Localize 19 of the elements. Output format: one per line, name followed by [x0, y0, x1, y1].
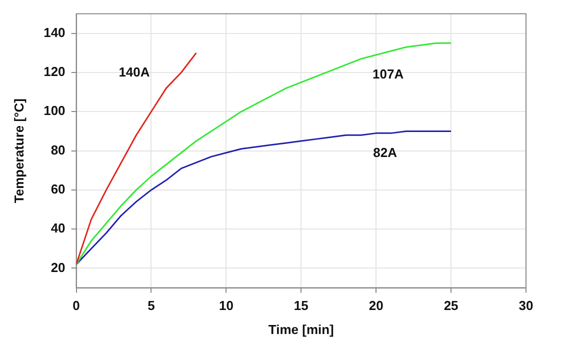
series-label: 107A: [372, 66, 404, 82]
x-tick-label: 0: [72, 298, 80, 314]
y-tick-label: 120: [44, 64, 66, 80]
x-tick-label: 20: [368, 298, 384, 314]
y-tick-label: 100: [44, 103, 66, 118]
y-tick-label: 40: [50, 220, 66, 236]
series-label: 82A: [373, 144, 398, 160]
x-tick-label: 30: [518, 298, 534, 314]
y-tick-label: 140: [44, 24, 66, 40]
series-label: 140A: [118, 64, 150, 80]
x-tick-label: 25: [444, 298, 458, 314]
x-tick-label: 15: [294, 298, 308, 314]
x-tick-label: 10: [218, 298, 234, 314]
y-tick-label: 60: [50, 182, 66, 197]
y-axis-title: Temperature [°C]: [11, 98, 26, 204]
y-tick-label: 20: [50, 260, 66, 275]
y-tick-label: 80: [50, 142, 66, 158]
x-tick-label: 5: [148, 298, 155, 314]
x-axis-title: Time [min]: [268, 322, 334, 337]
